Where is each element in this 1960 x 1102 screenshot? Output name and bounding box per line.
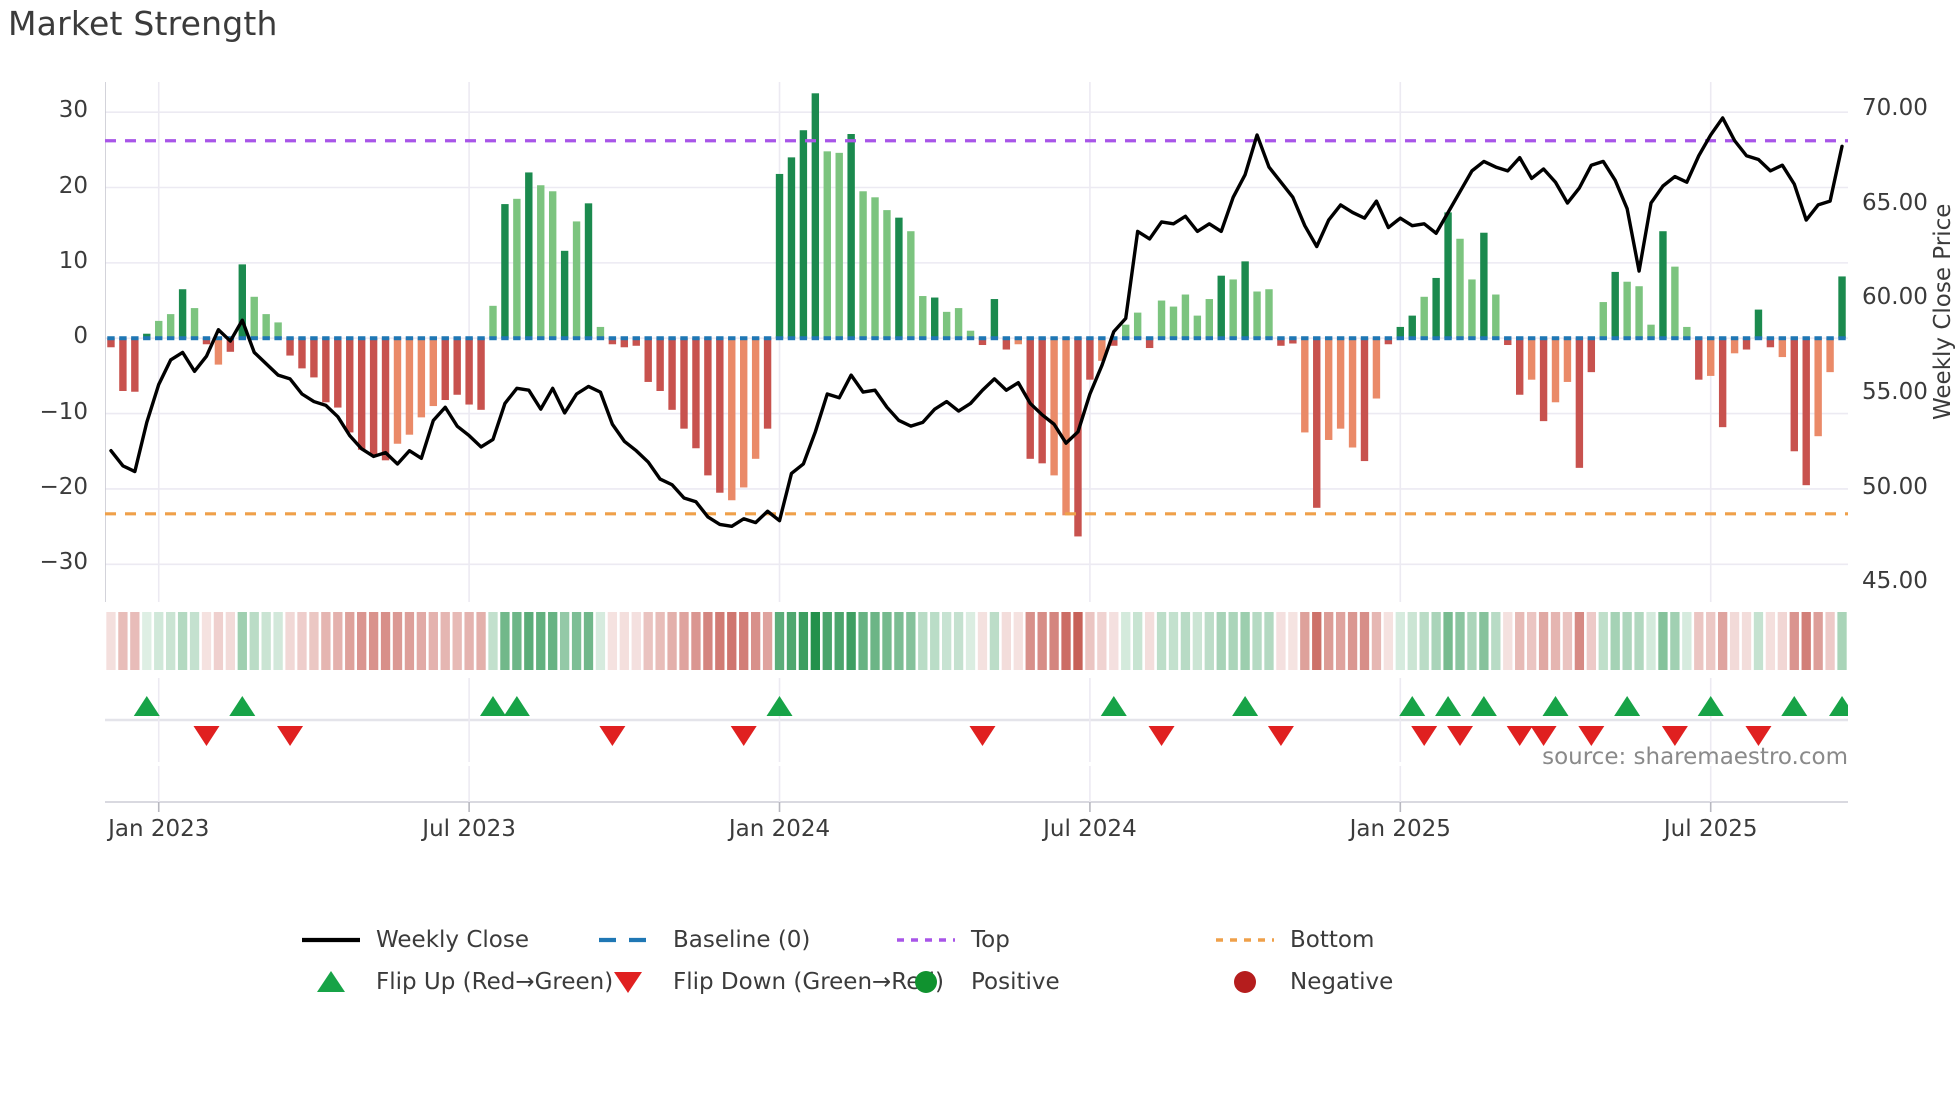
legend-item[interactable]: Bottom [1214,920,1374,960]
legend-label: Bottom [1290,927,1375,953]
dotted-line-icon [895,923,957,957]
main-plot [105,82,1848,602]
x-axis-ticks: Jan 2023 Jul 2023 Jan 2024 Jul 2024 Jan 2025… [0,816,1960,876]
flip-markers-svg [105,678,1856,762]
y-tick-left: 30 [58,97,88,124]
legend-row-2: Flip Up (Red→Green) Flip Down (Green→Red)… [0,962,1960,1002]
y-tick-left: −10 [39,398,88,425]
plot-svg [105,82,1848,602]
strength-heatmap-strip [105,612,1848,670]
y-tick-right: 70.00 [1862,95,1928,122]
legend-row-1: Weekly Close Baseline (0) Top Bottom [0,920,1960,960]
y-tick-right: 65.00 [1862,189,1928,216]
circle-icon [1214,965,1276,999]
x-tick-label: Jan 2025 [1349,816,1451,842]
legend-label: Top [971,927,1010,953]
legend-item[interactable]: Flip Up (Red→Green) [300,962,613,1002]
legend-item[interactable]: Top [895,920,1010,960]
heatmap-svg [106,612,1847,670]
chart-legend: Weekly Close Baseline (0) Top Bottom Flip U… [0,920,1960,1030]
triangle-down-icon [597,965,659,999]
y-axis-right-label: Weekly Close Price [1930,203,1956,420]
legend-label: Weekly Close [376,927,529,953]
x-tick-label: Jul 2023 [422,816,516,842]
legend-item[interactable]: Negative [1214,962,1393,1002]
x-tick-label: Jan 2023 [108,816,210,842]
y-tick-left: 10 [58,247,88,274]
legend-label: Baseline (0) [673,927,811,953]
y-tick-right: 50.00 [1862,473,1928,500]
y-tick-left: 20 [58,172,88,199]
legend-item[interactable]: Flip Down (Green→Red) [597,962,944,1002]
circle-icon [895,965,957,999]
legend-item[interactable]: Weekly Close [300,920,529,960]
x-tick-label: Jan 2024 [728,816,831,842]
flip-markers-row [105,678,1856,762]
source-attribution: source: sharemaestro.com [1542,744,1848,770]
source-row: source: sharemaestro.com [105,744,1848,812]
legend-label: Flip Up (Red→Green) [376,969,614,995]
y-tick-left: 0 [73,323,88,350]
y-tick-right: 55.00 [1862,379,1928,405]
y-tick-right: 45.00 [1862,568,1928,595]
y-tick-left: −30 [39,549,88,576]
y-tick-left: −20 [39,473,88,500]
legend-label: Positive [971,969,1060,995]
x-tick-label: Jul 2025 [1663,816,1758,842]
dotted-line-icon [1214,923,1276,957]
triangle-up-icon [300,965,362,999]
page-title: Market Strength [8,4,278,43]
solid-line-icon [300,923,362,957]
legend-label: Negative [1290,969,1394,995]
legend-item[interactable]: Positive [895,962,1060,1002]
x-tick-label: Jul 2024 [1043,816,1137,842]
y-tick-right: 60.00 [1862,284,1928,311]
legend-label: Flip Down (Green→Red) [673,969,944,995]
legend-item[interactable]: Baseline (0) [597,920,810,960]
source-axis-svg [105,766,1848,812]
dashed-line-wide-icon [597,923,659,957]
